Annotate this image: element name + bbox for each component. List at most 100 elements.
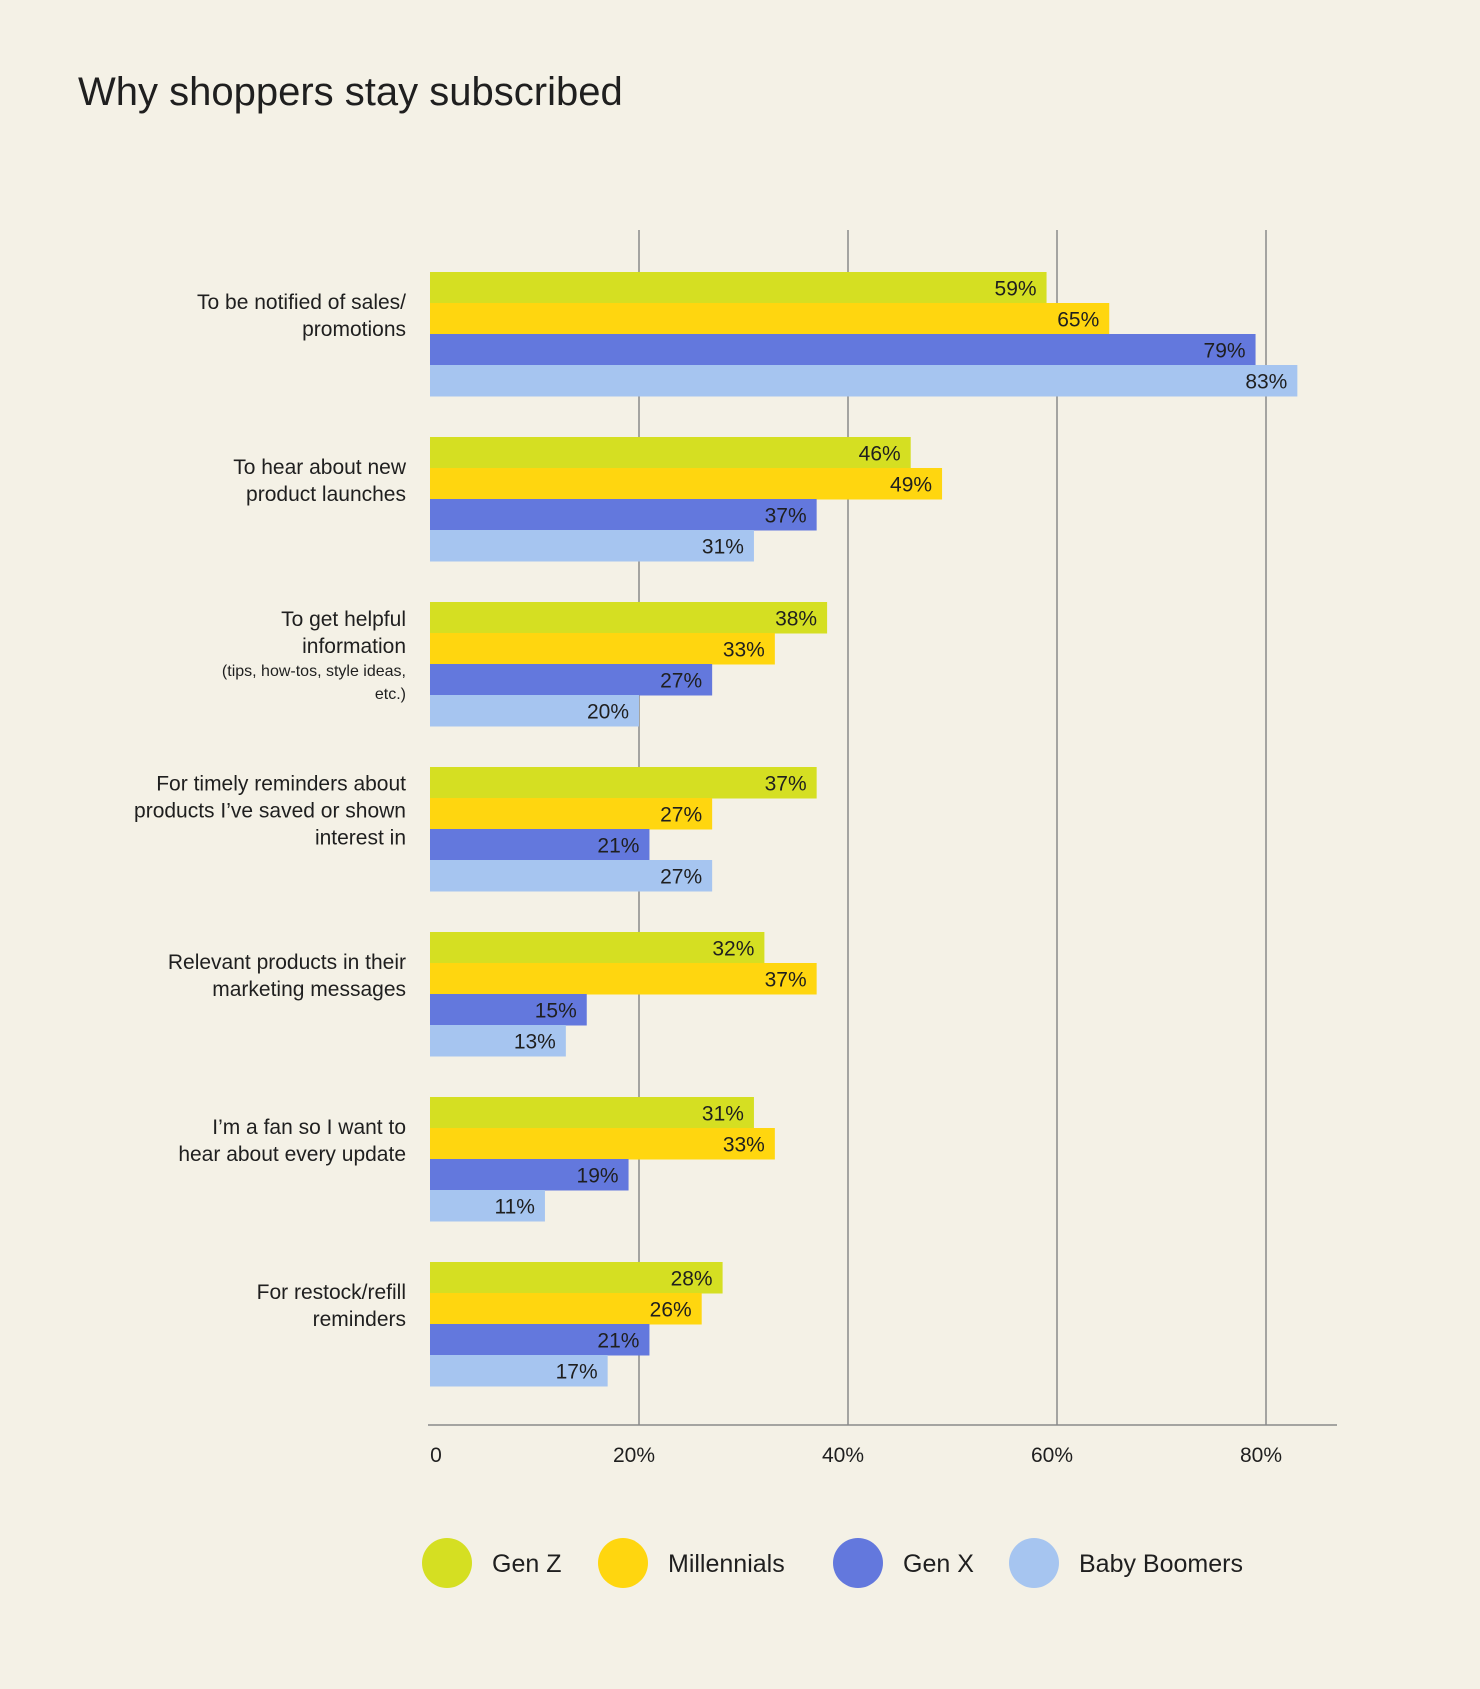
- data-label: 37%: [765, 969, 807, 992]
- data-label: 83%: [1245, 371, 1287, 394]
- bar-gen-x-3: [430, 829, 650, 861]
- gridlines: [638, 230, 1267, 1425]
- bar-gen-z-0: [430, 272, 1047, 304]
- x-tick-label: 80%: [1240, 1444, 1282, 1467]
- category-label-5: I’m a fan so I want to hear about every u…: [178, 1116, 406, 1166]
- bar-gen-x-1: [430, 499, 817, 531]
- bar-baby-boomers-2: [430, 695, 639, 727]
- data-label: 37%: [765, 773, 807, 796]
- category-labels: To be notified of sales/promotions To hea…: [134, 291, 407, 1331]
- category-label-line: product launches: [246, 483, 406, 506]
- data-label: 27%: [660, 866, 702, 889]
- data-label: 38%: [775, 608, 817, 631]
- legend-item-gen-x: Gen X: [833, 1538, 974, 1588]
- category-label-line: For restock/refill: [257, 1281, 406, 1304]
- bar-gen-z-6: [430, 1262, 723, 1294]
- category-sublabel-line: etc.): [375, 686, 406, 703]
- category-label-line: interest in: [315, 827, 406, 850]
- legend-item-baby-boomers: Baby Boomers: [1009, 1538, 1243, 1588]
- category-label-line: To be notified of sales/: [197, 291, 406, 314]
- category-label-line: hear about every update: [178, 1143, 406, 1166]
- category-label-2: To get helpful information (tips, how-tos,…: [222, 608, 406, 703]
- x-axis: 0 20% 40% 60% 80%: [428, 1424, 1337, 1467]
- bar-millennials-6: [430, 1293, 702, 1325]
- category-sublabel-line: (tips, how-tos, style ideas,: [222, 663, 406, 680]
- data-label: 13%: [514, 1031, 556, 1054]
- bar-gen-z-2: [430, 602, 828, 634]
- bar-millennials-2: [430, 633, 775, 665]
- data-label: 17%: [556, 1361, 598, 1384]
- legend-label: Baby Boomers: [1079, 1550, 1243, 1578]
- data-label: 49%: [890, 474, 932, 497]
- bar-gen-x-5: [430, 1159, 629, 1191]
- data-label: 33%: [723, 1134, 765, 1157]
- bar-gen-x-2: [430, 664, 713, 696]
- category-label-line: Relevant products in their: [168, 951, 406, 974]
- bar-baby-boomers-0: [430, 365, 1298, 397]
- bar-baby-boomers-1: [430, 530, 754, 562]
- category-label-line: promotions: [302, 318, 406, 341]
- category-label-3: For timely reminders about products I’ve …: [134, 773, 406, 850]
- data-label: 46%: [859, 443, 901, 466]
- data-label: 31%: [702, 536, 744, 559]
- legend-swatch: [598, 1538, 648, 1588]
- data-label: 31%: [702, 1103, 744, 1126]
- bar-gen-x-6: [430, 1324, 650, 1356]
- legend-item-millennials: Millennials: [598, 1538, 785, 1588]
- data-label: 15%: [535, 1000, 577, 1023]
- x-tick-label: 40%: [822, 1444, 864, 1467]
- bar-gen-z-4: [430, 932, 765, 964]
- legend-swatch: [422, 1538, 472, 1588]
- data-label: 28%: [671, 1268, 713, 1291]
- category-label-line: For timely reminders about: [156, 773, 406, 796]
- category-label-line: To get helpful: [281, 608, 406, 631]
- data-label: 32%: [712, 938, 754, 961]
- category-label-4: Relevant products in their marketing mess…: [168, 951, 406, 1001]
- x-tick-label: 60%: [1031, 1444, 1073, 1467]
- data-label: 65%: [1057, 309, 1099, 332]
- bar-millennials-4: [430, 963, 817, 995]
- data-label: 11%: [494, 1196, 534, 1219]
- legend-item-gen-z: Gen Z: [422, 1538, 561, 1588]
- bar-gen-x-4: [430, 994, 587, 1026]
- category-label-1: To hear about new product launches: [233, 456, 407, 506]
- legend-swatch: [1009, 1538, 1059, 1588]
- category-label-0: To be notified of sales/promotions: [197, 291, 406, 341]
- bar-gen-z-3: [430, 767, 817, 799]
- bar-baby-boomers-5: [430, 1190, 545, 1222]
- bar-baby-boomers-6: [430, 1355, 608, 1387]
- category-label-6: For restock/refill reminders: [257, 1281, 406, 1331]
- bar-baby-boomers-3: [430, 860, 713, 892]
- data-label: 26%: [650, 1299, 692, 1322]
- bars: 59% 65% 79% 83% 46% 49% 37% 31% 38% 33% 27% 20% 37% 2…: [430, 272, 1298, 1387]
- data-label: 33%: [723, 639, 765, 662]
- category-label-line: To hear about new: [233, 456, 407, 479]
- bar-millennials-3: [430, 798, 713, 830]
- legend-label: Millennials: [668, 1550, 785, 1578]
- chart-title: Why shoppers stay subscribed: [78, 70, 623, 114]
- data-label: 59%: [995, 278, 1037, 301]
- bar-millennials-0: [430, 303, 1110, 335]
- data-label: 21%: [597, 835, 639, 858]
- category-label-line: marketing messages: [212, 978, 406, 1001]
- data-label: 27%: [660, 670, 702, 693]
- legend-label: Gen X: [903, 1550, 974, 1578]
- legend-label: Gen Z: [492, 1550, 561, 1578]
- category-label-line: I’m a fan so I want to: [212, 1116, 406, 1139]
- bar-millennials-1: [430, 468, 943, 500]
- category-label-line: reminders: [313, 1308, 406, 1331]
- data-label: 19%: [577, 1165, 619, 1188]
- data-label: 79%: [1204, 340, 1246, 363]
- data-label: 21%: [597, 1330, 639, 1353]
- bar-millennials-5: [430, 1128, 775, 1160]
- legend-swatch: [833, 1538, 883, 1588]
- data-label: 27%: [660, 804, 702, 827]
- x-tick-label: 0: [430, 1444, 442, 1467]
- category-label-line: information: [302, 635, 406, 658]
- bar-gen-x-0: [430, 334, 1256, 366]
- bar-baby-boomers-4: [430, 1025, 566, 1057]
- x-tick-label: 20%: [613, 1444, 655, 1467]
- legend: Gen Z Millennials Gen X Baby Boomers: [422, 1538, 1243, 1588]
- data-label: 37%: [765, 505, 807, 528]
